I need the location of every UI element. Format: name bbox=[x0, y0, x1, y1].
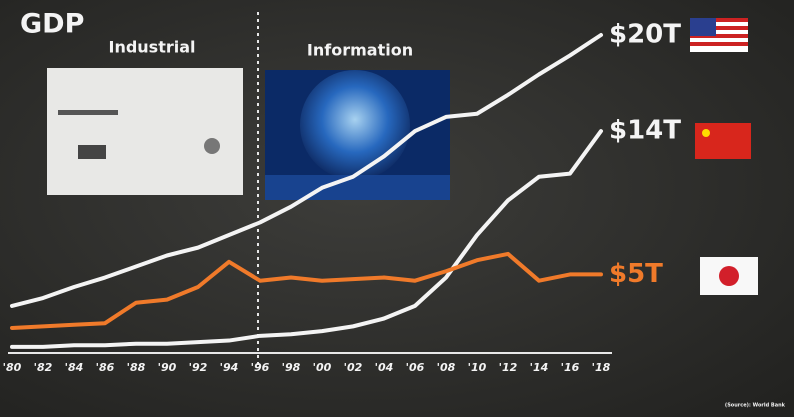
end-label: $5T bbox=[609, 259, 663, 289]
x-tick-label: '00 bbox=[313, 361, 332, 374]
x-tick-label: '92 bbox=[189, 361, 208, 374]
source-note: (Source): World Bank bbox=[725, 403, 786, 409]
information-photo bbox=[265, 70, 450, 200]
x-tick-label: '16 bbox=[561, 361, 580, 374]
series-line bbox=[10, 251, 603, 330]
x-tick-label: '84 bbox=[65, 361, 84, 374]
china-flag bbox=[695, 123, 751, 159]
x-tick-label: '18 bbox=[592, 361, 611, 374]
end-label: $14T bbox=[609, 116, 681, 146]
x-tick-label: '80 bbox=[3, 361, 22, 374]
era-label: Information bbox=[307, 41, 413, 60]
x-tick-label: '10 bbox=[468, 361, 487, 374]
x-tick-label: '14 bbox=[530, 361, 549, 374]
end-label: $20T bbox=[609, 20, 681, 50]
x-tick-label: '94 bbox=[220, 361, 239, 374]
us-flag bbox=[690, 18, 748, 52]
x-tick-label: '04 bbox=[375, 361, 394, 374]
x-tick-label: '06 bbox=[406, 361, 425, 374]
x-tick-label: '02 bbox=[344, 361, 363, 374]
x-tick-label: '82 bbox=[34, 361, 53, 374]
japan-flag bbox=[700, 257, 758, 295]
series-line bbox=[10, 33, 603, 308]
x-tick-label: '96 bbox=[251, 361, 270, 374]
industrial-photo bbox=[47, 68, 243, 195]
chart-title: GDP bbox=[20, 9, 84, 40]
x-tick-label: '98 bbox=[282, 361, 301, 374]
x-tick-label: '90 bbox=[158, 361, 177, 374]
x-tick-label: '12 bbox=[499, 361, 518, 374]
x-tick-label: '08 bbox=[437, 361, 456, 374]
series-line bbox=[10, 129, 603, 349]
x-tick-label: '86 bbox=[96, 361, 115, 374]
era-label: Industrial bbox=[108, 38, 195, 57]
x-tick-label: '88 bbox=[127, 361, 146, 374]
